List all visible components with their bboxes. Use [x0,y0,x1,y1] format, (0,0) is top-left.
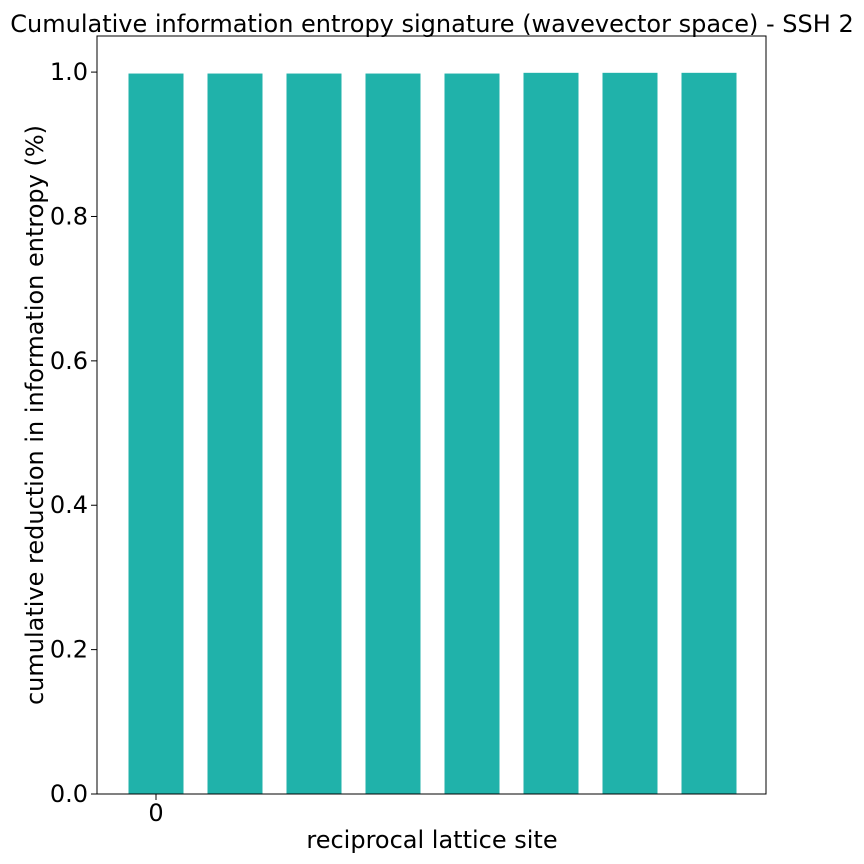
chart-title: Cumulative information entropy signature… [10,10,853,38]
plot-frame [96,35,767,795]
x-axis-label: reciprocal lattice site [306,826,557,854]
bar-5 [523,72,579,795]
y-tick-label-3: 0.6 [50,347,88,375]
y-tick-label-5: 1.0 [50,58,88,86]
x-tick-label-0: 0 [148,799,163,827]
bar-2 [286,73,342,794]
bar-4 [444,73,500,794]
bar-0 [128,73,184,794]
y-axis: 0.0 0.2 0.4 0.6 0.8 1.0 [50,58,97,808]
x-axis: 0 [148,794,164,827]
bar-3 [365,73,421,794]
bars-group [128,72,737,795]
y-tick-label-1: 0.2 [50,636,88,664]
y-axis-label: cumulative reduction in information entr… [21,125,49,705]
bar-7 [681,72,737,795]
bar-6 [602,72,658,795]
bar-1 [207,73,263,794]
y-tick-label-0: 0.0 [50,780,88,808]
y-tick-label-2: 0.4 [50,491,88,519]
y-tick-label-4: 0.8 [50,202,88,230]
